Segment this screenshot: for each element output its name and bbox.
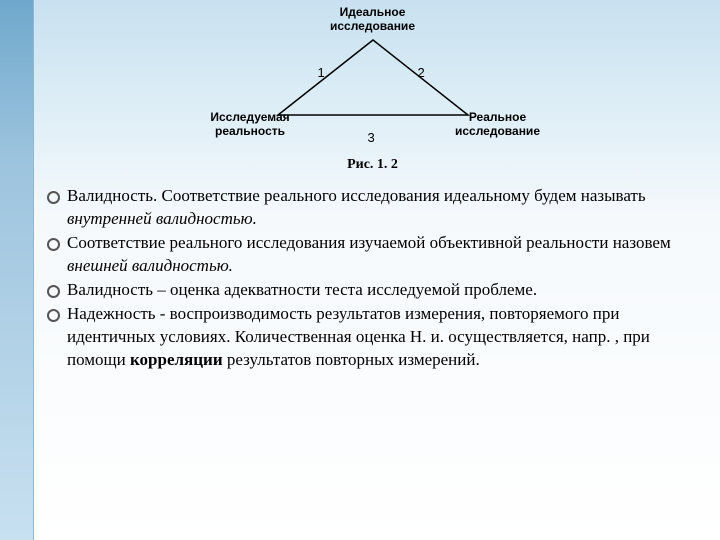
text-run: Соответствие реального исследования изуч… bbox=[67, 233, 671, 252]
diagram-label-top: Идеальное исследование bbox=[318, 5, 428, 34]
edge-number-3: 3 bbox=[368, 130, 375, 145]
triangle-diagram: Идеальное исследование Исследуемая реаль… bbox=[213, 5, 533, 173]
text-run: корреляции bbox=[130, 350, 223, 369]
text-run: Валидность. Соответствие реального иссле… bbox=[67, 186, 646, 205]
bullet-list: Валидность. Соответствие реального иссле… bbox=[45, 185, 700, 372]
diagram-label-left: Исследуемая реальность bbox=[203, 110, 298, 139]
edge-number-2: 2 bbox=[418, 65, 425, 80]
edge-number-1: 1 bbox=[318, 65, 325, 80]
bullet-item: Валидность – оценка адекватности теста и… bbox=[45, 279, 700, 302]
text-run: внешней валидностью. bbox=[67, 256, 233, 275]
left-accent-bar bbox=[0, 0, 34, 540]
text-run: внутренней валидностью. bbox=[67, 209, 257, 228]
bullet-item: Надежность - воспроизводимость результат… bbox=[45, 303, 700, 372]
text-run: Валидность – оценка адекватности теста и… bbox=[67, 280, 537, 299]
bullet-item: Соответствие реального исследования изуч… bbox=[45, 232, 700, 278]
bullet-item: Валидность. Соответствие реального иссле… bbox=[45, 185, 700, 231]
slide-content: Идеальное исследование Исследуемая реаль… bbox=[45, 0, 700, 373]
text-run: результатов повторных измерений. bbox=[223, 350, 480, 369]
diagram-label-right: Реальное исследование bbox=[448, 110, 548, 139]
figure-caption: Рис. 1. 2 bbox=[213, 157, 533, 173]
